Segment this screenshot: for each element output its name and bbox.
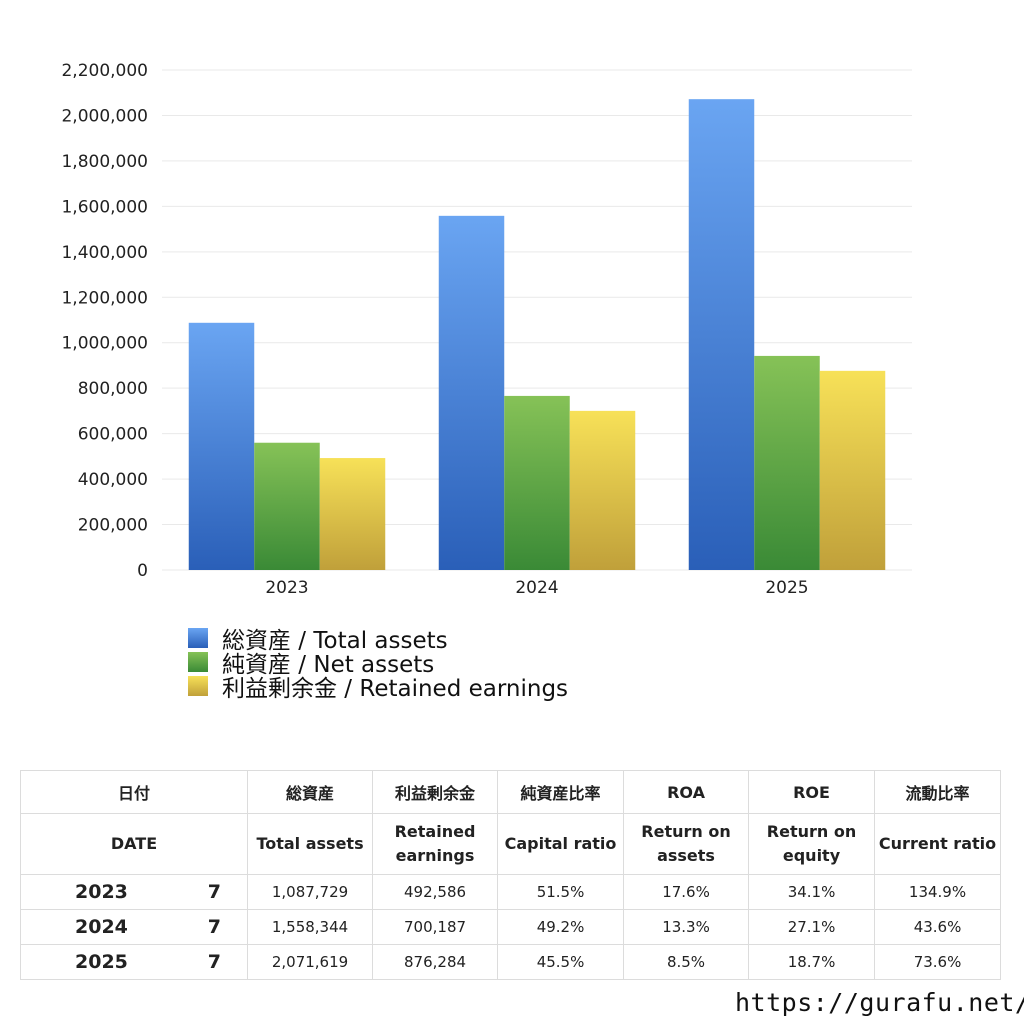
legend-swatch-total-assets [188,628,208,648]
legend-swatch-net-assets [188,652,208,672]
row-retained: 700,187 [372,909,499,945]
legend-swatch-retained-earnings [188,676,208,696]
y-tick-label: 400,000 [78,470,148,490]
row-current-ratio: 43.6% [874,909,1002,945]
x-category-label: 2024 [515,578,558,598]
y-axis-ticks: 0 200,000 400,000 600,000 800,000 1,000,000 1,… [61,61,148,581]
bar-retained-earnings-2024 [569,410,636,570]
row-year: 2025 [20,944,182,980]
row-roa: 13.3% [623,909,750,945]
bar-net-assets-2025 [754,355,820,570]
legend-label-net-assets: 純資産 / Net assets [222,652,435,678]
header-total-assets-jp: 総資産 [247,770,374,814]
header-capital-ratio-en: Capital ratio [497,813,625,875]
row-total-assets: 2,071,619 [247,944,374,980]
y-tick-label: 0 [137,561,148,581]
y-tick-label: 1,000,000 [61,334,148,354]
y-tick-label: 1,200,000 [61,288,148,308]
y-tick-label: 800,000 [78,379,148,399]
legend-item-net-assets: 純資産 / Net assets [188,650,568,678]
row-roe: 18.7% [748,944,876,980]
table-header-jp: 日付 総資産 利益剰余金 純資産比率 ROA ROE 流動比率 [19,770,1002,814]
bar-retained-earnings-2025 [819,370,886,570]
header-retained-en-line2: earnings [395,846,475,865]
row-year: 2023 [20,874,182,910]
row-total-assets: 1,087,729 [247,874,374,910]
row-retained: 876,284 [372,944,499,980]
y-tick-label: 2,000,000 [61,106,148,126]
y-tick-label: 2,200,000 [61,61,148,81]
y-tick-label: 200,000 [78,516,148,536]
y-tick-label: 1,400,000 [61,243,148,263]
header-roa-en-line2: assets [657,846,715,865]
row-capital-ratio: 45.5% [497,944,625,980]
row-roa: 8.5% [623,944,750,980]
header-roe-en-line1: Return on [766,822,857,841]
row-capital-ratio: 49.2% [497,909,625,945]
bar-total-assets-2025 [688,99,755,571]
header-roe-en: Return on equity [748,813,876,875]
bar-retained-earnings-2023 [319,458,386,570]
header-capital-ratio-jp: 純資産比率 [497,770,625,814]
table-row: 2024 7 1,558,344 700,187 49.2% 13.3% 27.… [20,909,1002,945]
row-month: 7 [181,909,249,945]
bar-total-assets-2023 [188,322,255,570]
header-roa-en-line1: Return on [641,822,731,841]
header-retained-en: Retained earnings [372,813,499,875]
x-category-label: 2025 [765,578,808,598]
header-roa-jp: ROA [623,770,750,814]
header-total-assets-en: Total assets [247,813,374,875]
row-capital-ratio: 51.5% [497,874,625,910]
row-total-assets: 1,558,344 [247,909,374,945]
y-tick-label: 600,000 [78,425,148,445]
row-year: 2024 [20,909,182,945]
header-roa-en: Return on assets [623,813,750,875]
row-retained: 492,586 [372,874,499,910]
row-month: 7 [181,944,249,980]
header-retained-jp: 利益剰余金 [372,770,499,814]
bar-net-assets-2023 [254,442,320,570]
header-retained-en-line1: Retained [394,822,476,841]
table-row: 2023 7 1,087,729 492,586 51.5% 17.6% 34.… [20,874,1002,910]
bar-net-assets-2024 [504,395,570,570]
legend-label-total-assets: 総資産 / Total assets [222,628,448,654]
x-axis-categories: 2023 2024 2025 [265,578,808,598]
header-date-en: DATE [19,813,249,875]
x-category-label: 2023 [265,578,308,598]
chart-legend: 総資産 / Total assets 純資産 / Net assets 利益剰余… [188,626,568,702]
footer-url[interactable]: https://gurafu.net/ [735,988,1024,1017]
legend-item-retained-earnings: 利益剰余金 / Retained earnings [188,674,568,702]
legend-item-total-assets: 総資産 / Total assets [188,626,568,654]
table-row: 2025 7 2,071,619 876,284 45.5% 8.5% 18.7… [20,944,1002,980]
row-roe: 27.1% [748,909,876,945]
bars [188,99,886,571]
row-current-ratio: 134.9% [874,874,1002,910]
header-current-ratio-en: Current ratio [874,813,1002,875]
bar-total-assets-2024 [438,215,505,570]
y-tick-label: 1,800,000 [61,152,148,172]
legend-label-retained-earnings: 利益剰余金 / Retained earnings [222,676,569,702]
row-roe: 34.1% [748,874,876,910]
header-roe-jp: ROE [748,770,876,814]
row-roa: 17.6% [623,874,750,910]
bar-chart: 0 200,000 400,000 600,000 800,000 1,000,000 1,… [61,61,912,598]
table-header-en: DATE Total assets Retained earnings Capit… [19,813,1002,875]
header-date-jp: 日付 [19,770,249,814]
row-current-ratio: 73.6% [874,944,1002,980]
header-current-ratio-jp: 流動比率 [874,770,1002,814]
row-month: 7 [181,874,249,910]
header-roe-en-line2: equity [782,846,841,865]
y-tick-label: 1,600,000 [61,197,148,217]
financial-table: 日付 総資産 利益剰余金 純資産比率 ROA ROE 流動比率 DATE Tot… [19,770,1002,980]
